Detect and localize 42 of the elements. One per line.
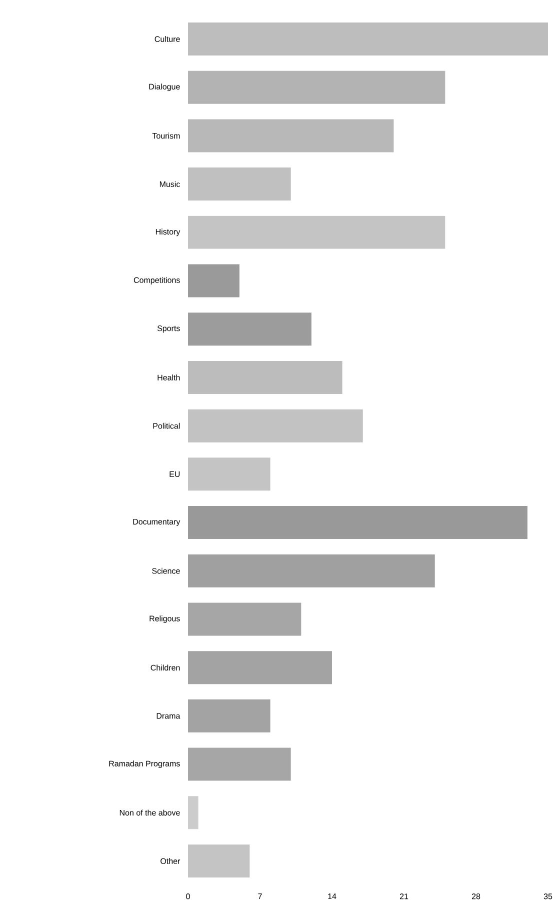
y-tick-label: Health <box>158 374 180 380</box>
y-tick-label: Religous <box>150 615 180 623</box>
bar <box>188 458 270 491</box>
y-tick-label: Drama <box>156 713 180 719</box>
bar <box>188 22 548 56</box>
y-tick-label: Other <box>160 858 180 864</box>
y-tick-label: Documentary <box>133 518 180 526</box>
bar <box>188 70 446 104</box>
y-tick-label: Dialogue <box>149 84 180 92</box>
y-tick-label: Competitions <box>134 277 180 284</box>
x-tick-label: 35 <box>544 894 552 900</box>
y-tick-label: Science <box>152 568 180 574</box>
y-tick-label: Children <box>150 664 180 671</box>
bar <box>188 748 291 781</box>
bar <box>188 844 250 878</box>
x-tick-label: 7 <box>258 894 262 900</box>
bar <box>188 264 240 298</box>
bar <box>188 554 435 588</box>
y-tick-label: Music <box>160 181 180 187</box>
y-tick-label: EU <box>170 471 180 477</box>
bar <box>188 409 363 442</box>
x-tick-label: 0 <box>186 894 190 900</box>
y-tick-label: Tourism <box>152 132 180 139</box>
bar <box>188 312 312 346</box>
bar <box>188 699 270 732</box>
y-tick-label: Culture <box>154 36 180 42</box>
x-tick-label: 21 <box>400 894 408 900</box>
y-tick-label: Ramadan Programs <box>109 760 180 768</box>
bar <box>188 360 342 394</box>
bar <box>188 506 528 540</box>
y-tick-label: Sports <box>157 325 180 333</box>
x-tick-label: 28 <box>472 894 480 900</box>
bar <box>188 602 302 636</box>
y-tick-label: Political <box>153 422 180 429</box>
bar <box>188 216 446 249</box>
x-tick-label: 14 <box>328 894 336 900</box>
bar <box>188 796 198 830</box>
y-tick-label: History <box>156 228 180 236</box>
bar <box>188 168 291 201</box>
y-tick-label: Non of the above <box>120 810 180 816</box>
bar <box>188 119 394 152</box>
bar <box>188 651 332 684</box>
